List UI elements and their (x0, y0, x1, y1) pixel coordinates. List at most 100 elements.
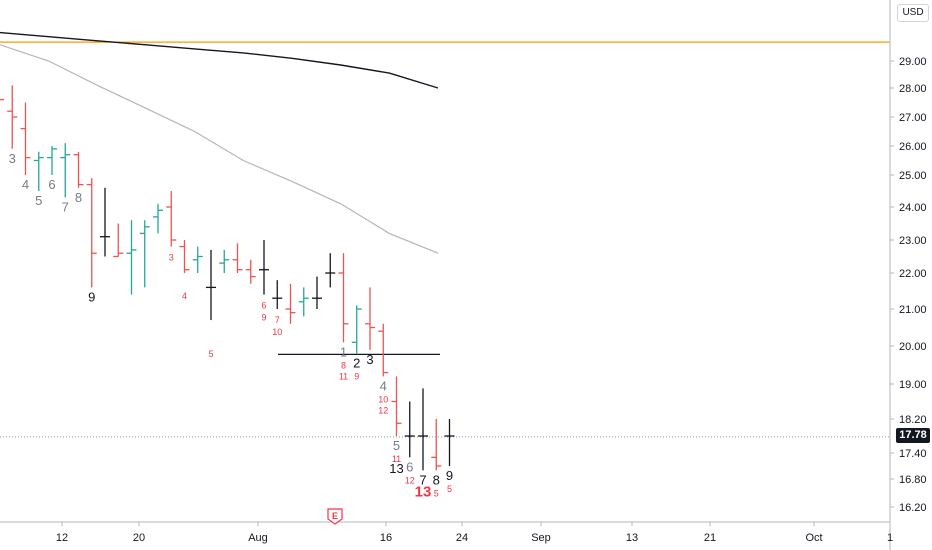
count-label: 10 (272, 327, 282, 337)
chart-lines (0, 31, 439, 254)
count-label: 3 (366, 352, 373, 367)
y-tick-label: 16.20 (899, 502, 927, 514)
y-tick-label: 20.00 (899, 341, 927, 353)
count-label: 7 (275, 315, 280, 325)
x-tick-label: 21 (704, 532, 716, 544)
y-tick-label: 18.20 (899, 414, 927, 426)
earnings-marker-shape (327, 508, 343, 525)
earnings-marker-label: E (332, 511, 338, 521)
count-label: 11 (339, 371, 348, 381)
ohlc-bar (192, 246, 203, 273)
count-label: 9 (261, 313, 266, 323)
ohlc-bar (285, 283, 296, 324)
earnings-marker[interactable]: E (327, 508, 343, 525)
ohlc-bar (153, 203, 163, 234)
ohlc-bar (298, 287, 309, 317)
count-label: 5 (434, 488, 439, 498)
count-label: 9 (354, 372, 359, 382)
y-tick-label: 22.00 (899, 268, 927, 280)
count-label: 12 (378, 405, 388, 415)
count-label: 9 (446, 468, 453, 483)
x-tick-label: 1 (887, 532, 893, 544)
count-label: 4 (380, 378, 387, 393)
ohlc-bar (166, 191, 177, 247)
count-label: 8 (75, 190, 82, 205)
count-label: 7 (62, 199, 69, 214)
ohlc-bar (378, 323, 389, 377)
long-moving-average (0, 31, 439, 89)
count-label: 11 (392, 454, 401, 464)
y-tick-label: 27.00 (899, 112, 927, 124)
count-label: 7 (419, 472, 426, 487)
ohlc-bar (272, 280, 283, 309)
ohlc-bar (20, 102, 31, 175)
short-moving-average (0, 44, 439, 254)
ohlc-bars (0, 85, 455, 471)
count-label: 5 (208, 349, 213, 359)
ohlc-bar (100, 187, 110, 257)
count-label: 9 (88, 289, 95, 304)
x-tick-label: Aug (248, 532, 268, 544)
ohlc-bar (418, 388, 428, 471)
ohlc-bar (0, 98, 4, 101)
ohlc-bar (179, 240, 190, 273)
count-label: 4 (22, 177, 29, 192)
ohlc-bar (113, 223, 124, 258)
ohlc-bar (7, 85, 18, 149)
count-label: 8 (433, 472, 440, 487)
y-tick-label: 23.00 (899, 235, 927, 247)
ohlc-bar (338, 253, 349, 343)
count-label: 6 (261, 301, 266, 311)
ohlc-bar (206, 249, 216, 321)
ohlc-bar (259, 240, 269, 295)
count-label: 3 (9, 151, 16, 166)
x-tick-label: 12 (56, 532, 68, 544)
ohlc-bar (33, 151, 44, 191)
count-label: 13 (389, 461, 403, 476)
count-label: 5 (393, 438, 400, 453)
y-tick-label: 19.00 (899, 379, 927, 391)
count-label: 13 (415, 483, 432, 500)
ohlc-bar (404, 401, 415, 458)
y-tick-label: 28.00 (899, 83, 927, 95)
count-label: 5 (447, 484, 452, 494)
y-tick-label: 21.00 (899, 304, 927, 316)
x-tick-label: Oct (805, 532, 822, 544)
x-tick-label: 24 (456, 532, 468, 544)
count-label: 10 (378, 394, 388, 404)
y-tick-label: 26.00 (899, 141, 927, 153)
currency-button[interactable]: USD (897, 4, 929, 22)
last-price-badge: 17.78 (896, 428, 930, 443)
ohlc-bar (60, 143, 71, 198)
y-tick-label: 17.40 (899, 448, 927, 460)
ohlc-bar (245, 259, 256, 284)
count-label: 6 (406, 459, 413, 474)
y-tick-label: 16.80 (899, 474, 927, 486)
ohlc-bar (86, 178, 97, 288)
count-label: 6 (48, 177, 55, 192)
x-tick-label: 16 (380, 532, 392, 544)
y-tick-label: 24.00 (899, 202, 927, 214)
ohlc-bar (126, 220, 137, 295)
ohlc-bar (232, 243, 243, 273)
count-label: 2 (353, 356, 360, 371)
ohlc-bar (391, 376, 402, 436)
y-tick-label: 25.00 (899, 170, 927, 182)
ohlc-bar (325, 253, 336, 288)
ohlc-bar (47, 146, 57, 175)
count-label: 12 (405, 475, 415, 485)
y-tick-label: 29.00 (899, 56, 927, 68)
count-label: 3 (169, 253, 174, 263)
count-label: 1 (340, 344, 347, 359)
ohlc-bar (139, 220, 150, 288)
ohlc-bar (351, 305, 362, 354)
count-label: 4 (182, 291, 187, 301)
x-tick-label: 20 (133, 532, 145, 544)
count-label: 5 (35, 193, 42, 208)
ohlc-bar (444, 419, 455, 466)
ohlc-bar (73, 151, 84, 188)
ohlc-bar (219, 249, 230, 273)
count-label: 8 (341, 360, 346, 370)
